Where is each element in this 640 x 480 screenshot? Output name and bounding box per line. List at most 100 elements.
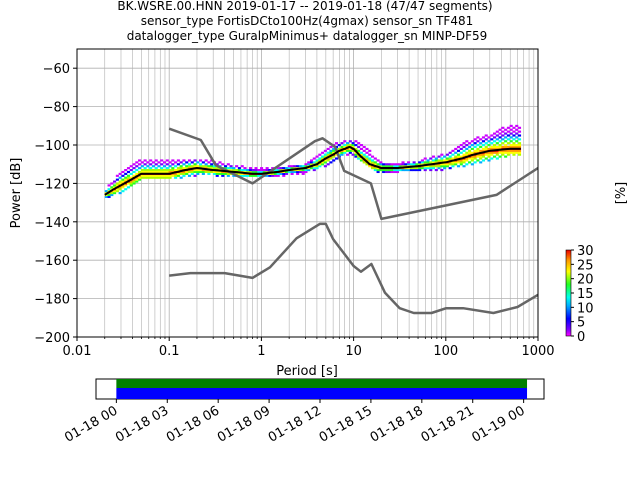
density-cell — [412, 161, 416, 164]
density-cell — [407, 161, 411, 164]
density-cell — [129, 169, 133, 172]
availability-tick-label: 01-18 21 — [419, 403, 477, 445]
density-cell — [443, 155, 447, 158]
density-cell — [113, 192, 117, 195]
density-cell — [193, 169, 197, 172]
density-cell — [373, 157, 377, 160]
density-cell — [287, 167, 291, 170]
density-cell — [160, 174, 164, 177]
density-cell — [512, 142, 516, 145]
density-cell — [226, 174, 230, 177]
density-cell — [121, 180, 125, 183]
density-cell — [490, 134, 494, 137]
density-cell — [473, 161, 477, 164]
density-cell — [418, 161, 422, 164]
density-cell — [351, 144, 355, 147]
density-cell — [456, 165, 461, 168]
density-cell — [359, 151, 363, 154]
density-cell — [473, 155, 477, 158]
density-cell — [423, 167, 427, 170]
density-cell — [204, 163, 208, 166]
availability-tick-label: 01-18 15 — [317, 403, 375, 445]
density-cell — [451, 153, 455, 156]
density-cell — [262, 169, 266, 172]
density-cell — [515, 151, 519, 154]
availability-tick-label: 01-18 00 — [62, 403, 120, 445]
density-cell — [285, 172, 289, 175]
density-cell — [326, 157, 330, 160]
density-cell — [517, 144, 522, 147]
density-cell — [287, 165, 291, 168]
density-cell — [426, 161, 430, 164]
density-cell — [506, 130, 510, 133]
density-cell — [132, 180, 136, 183]
density-cell — [329, 157, 333, 160]
density-cell — [224, 165, 228, 168]
density-cell — [126, 178, 131, 181]
density-cell — [246, 170, 250, 174]
density-cell — [420, 163, 424, 166]
density-cell — [468, 153, 472, 156]
density-cell — [165, 167, 169, 170]
density-cell — [354, 144, 358, 147]
density-cell — [379, 165, 383, 168]
density-cell — [481, 140, 485, 143]
density-cell — [124, 172, 128, 175]
density-cell — [138, 167, 142, 170]
y-tick-label: −120 — [34, 177, 70, 192]
density-cell — [199, 169, 203, 172]
density-cell — [143, 167, 147, 170]
title-line-2: sensor_type FortisDCto100Hz(4gmax) senso… — [141, 14, 473, 28]
density-cell — [343, 149, 347, 152]
density-cell — [271, 174, 275, 177]
density-cell — [187, 174, 192, 177]
density-cell — [357, 149, 361, 152]
density-cell — [182, 167, 186, 170]
density-cell — [187, 159, 192, 162]
density-cell — [476, 159, 480, 162]
density-cell — [376, 163, 380, 166]
density-cell — [140, 161, 144, 164]
density-cell — [204, 159, 208, 162]
density-cell — [121, 174, 125, 177]
density-cell — [517, 134, 522, 137]
density-cell — [362, 161, 366, 164]
density-cell — [143, 159, 147, 162]
density-cell — [129, 176, 133, 179]
density-cell — [365, 163, 369, 166]
density-cell — [373, 169, 377, 172]
density-cell — [506, 149, 510, 152]
y-axis-ticks: −200 −180 −160 −140 −120 −100 −80 −60 — [34, 62, 77, 346]
density-cell — [473, 142, 477, 145]
density-cell — [423, 165, 427, 168]
density-cell — [343, 144, 347, 147]
availability-bar-top — [116, 379, 528, 388]
density-cell — [118, 192, 122, 195]
density-cell — [143, 163, 147, 166]
density-cell — [229, 167, 233, 170]
density-cell — [343, 151, 347, 154]
density-cell — [437, 155, 441, 158]
density-cell — [501, 151, 505, 154]
density-cell — [129, 184, 133, 187]
density-cell — [318, 165, 322, 168]
density-cell — [271, 172, 275, 175]
density-cell — [151, 176, 155, 179]
density-cell — [329, 161, 333, 164]
density-cell — [307, 169, 311, 172]
availability-tick-label: 01-18 03 — [113, 403, 171, 445]
density-cell — [268, 172, 272, 175]
density-cell — [343, 145, 347, 149]
density-cell — [221, 170, 225, 174]
density-cell — [110, 182, 114, 185]
density-cell — [490, 147, 494, 150]
density-cell — [321, 151, 325, 154]
density-cell — [107, 195, 111, 198]
density-cell — [240, 169, 244, 172]
density-cell — [121, 186, 125, 189]
density-cell — [487, 155, 491, 158]
density-cell — [481, 144, 485, 147]
density-cell — [199, 159, 203, 162]
density-cell — [479, 145, 483, 149]
density-cell — [498, 144, 502, 147]
